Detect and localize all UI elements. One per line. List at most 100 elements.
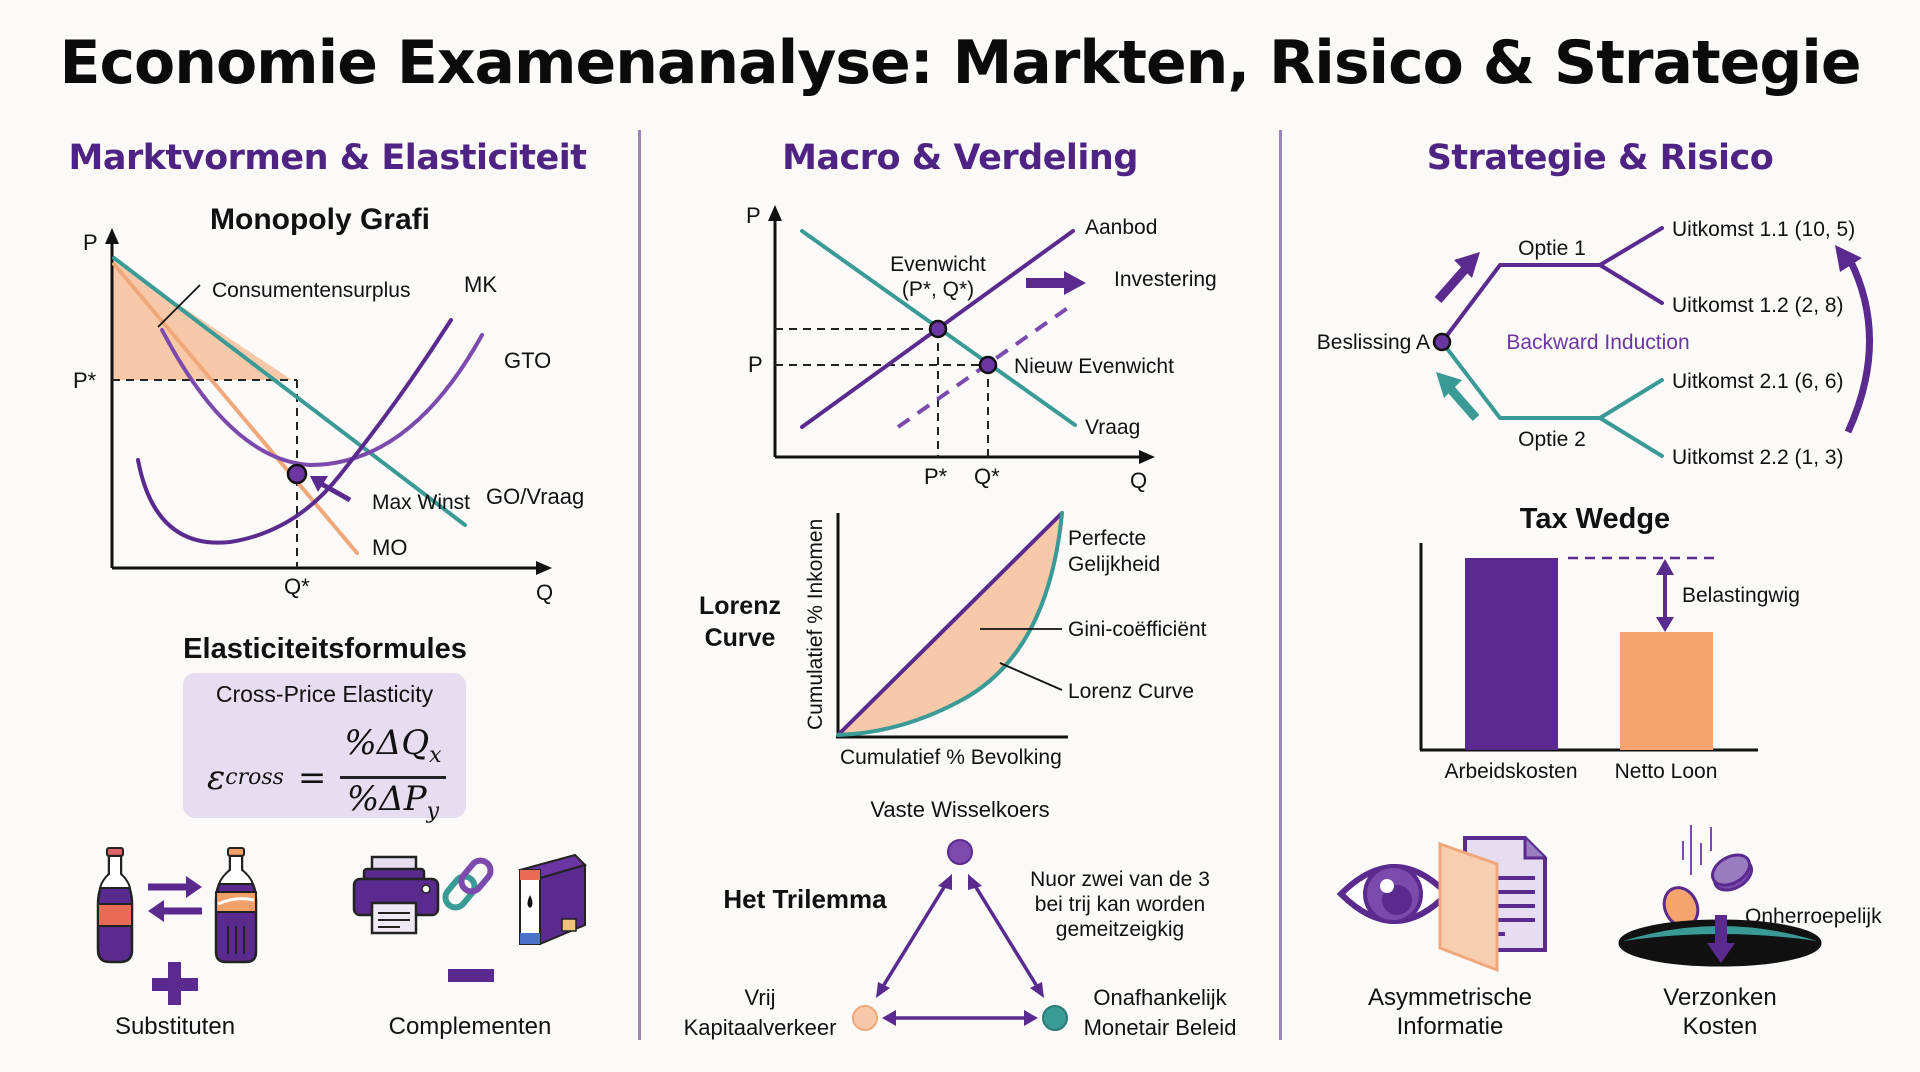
- lorenz-title-line2: Curve: [704, 624, 776, 652]
- trilemma-note-line3: gemeitzeigkig: [1056, 918, 1184, 941]
- consumer-surplus-label: Consumentensurplus: [212, 279, 410, 302]
- sd-p-star: P*: [924, 464, 948, 489]
- monopoly-graph: P P* Q* Q Consumentensurplus MK GTO GO/V…: [73, 228, 584, 605]
- sunk-note-label: Onherroepelijk: [1745, 905, 1882, 928]
- trilemma-right-line1: Onafhankelijk: [1093, 985, 1227, 1010]
- aanbod-label: Aanbod: [1085, 216, 1157, 239]
- asymmetric-info-line1: Asymmetrische: [1367, 984, 1533, 1011]
- trilemma-right-line2: Monetair Beleid: [1084, 1015, 1237, 1040]
- elasticity-title: Elasticiteitsformules: [183, 633, 467, 665]
- investering-label: Investering: [1114, 268, 1217, 291]
- nieuw-evenwicht-label: Nieuw Evenwicht: [1014, 355, 1174, 378]
- page-title: Economie Examenanalyse: Markten, Risico …: [59, 28, 1861, 98]
- option1-label: Optie 1: [1518, 237, 1586, 260]
- sunk-cost-line2: Kosten: [1682, 1013, 1758, 1040]
- evenwicht-coords: (P*, Q*): [902, 278, 974, 301]
- equality-line: [836, 511, 1064, 737]
- sd-p-label: P: [748, 352, 763, 377]
- bar2-label: Netto Loon: [1615, 760, 1718, 783]
- trilemma-title: Het Trilemma: [723, 884, 887, 914]
- backward-induction-label: Backward Induction: [1506, 331, 1689, 354]
- asymmetric-info-label: Asymmetrische Informatie: [1345, 983, 1555, 1041]
- formula-denominator-sub: y: [426, 799, 440, 824]
- column-divider-left: [638, 130, 641, 1040]
- game-tree: Beslissing A Optie 1 Optie 2 Backward In…: [1317, 218, 1873, 469]
- trilemma-left-line1: Vrij: [745, 985, 776, 1010]
- mk-label: MK: [464, 272, 497, 297]
- trilemma-note-line2: bei trij kan worden: [1035, 893, 1205, 916]
- formula-box: Cross-Price Elasticity ε cross = %ΔQx %ΔP…: [183, 673, 466, 824]
- vraag-label: Vraag: [1085, 416, 1140, 439]
- substitutes-icon: [96, 847, 258, 1005]
- complements-label: Complementen: [388, 1013, 552, 1040]
- formula-denominator: %ΔP: [346, 779, 427, 819]
- tax-wedge-chart: Belastingwig Arbeidskosten Netto Loon: [1419, 543, 1800, 783]
- supply-demand-graph: P P P* Q* Q Aanbod Investering Evenwicht…: [746, 203, 1217, 493]
- tax-wedge-title: Tax Wedge: [1519, 503, 1671, 535]
- max-winst-label: Max Winst: [372, 491, 470, 514]
- complements-icon: [352, 853, 587, 982]
- equality-label-line1: Perfecte: [1068, 527, 1146, 550]
- section-heading-markets: Marktvormen & Elasticiteit: [68, 138, 587, 178]
- formula-equals: =: [297, 757, 327, 798]
- monopoly-p-star: P*: [73, 368, 97, 393]
- node-monetary-policy: [1042, 1005, 1068, 1031]
- formula-lhs: ε: [207, 757, 226, 798]
- option2-label: Optie 2: [1518, 428, 1586, 451]
- cross-price-formula: ε cross = %ΔQx %ΔPy: [207, 723, 446, 832]
- gini-label: Gini-coëfficiënt: [1068, 618, 1207, 641]
- sd-q-star: Q*: [974, 464, 1000, 489]
- formula-fraction: %ΔQx %ΔPy: [340, 723, 446, 832]
- bar-arbeidskosten: [1465, 558, 1558, 750]
- asymmetric-info-line2: Informatie: [1396, 1013, 1504, 1040]
- equality-label-line2: Gelijkheid: [1068, 553, 1160, 576]
- monopoly-axis-p: P: [83, 230, 98, 255]
- formula-lhs-sub: cross: [225, 765, 284, 790]
- go-vraag-label: GO/Vraag: [486, 484, 584, 509]
- outcome-2-2: Uitkomst 2.2 (1, 3): [1672, 446, 1844, 469]
- sunk-cost-label: Verzonken Kosten: [1625, 983, 1815, 1041]
- lorenz-title: Lorenz Curve: [690, 590, 790, 654]
- new-equilibrium-point: [978, 355, 998, 375]
- lorenz-axis-x: Cumulatief % Bevolking: [840, 746, 1062, 769]
- formula-numerator: %ΔQ: [344, 723, 430, 763]
- section-heading-strategy: Strategie & Risico: [1426, 138, 1774, 178]
- node-capital-mobility: [852, 1005, 878, 1031]
- wedge-label: Belastingwig: [1682, 584, 1800, 607]
- outcome-1-1: Uitkomst 1.1 (10, 5): [1672, 218, 1855, 241]
- lorenz-curve-line: [836, 511, 1064, 737]
- max-profit-point: [286, 463, 308, 485]
- formula-numerator-sub: x: [429, 743, 442, 768]
- asymmetric-info-icon: [1336, 836, 1547, 973]
- trilemma-note-line1: Nuor zwei van de 3: [1030, 868, 1210, 891]
- monopoly-axis-q: Q: [536, 580, 553, 605]
- sd-axis-q: Q: [1130, 468, 1147, 493]
- sunk-cost-icon: Onherroepelijk: [1618, 825, 1882, 967]
- trilemma-top-label: Vaste Wisselkoers: [870, 797, 1049, 822]
- section-heading-macro: Macro & Verdeling: [782, 138, 1138, 178]
- bar1-label: Arbeidskosten: [1444, 760, 1577, 783]
- evenwicht-label: Evenwicht: [890, 253, 986, 276]
- trilemma-left-line2: Kapitaalverkeer: [684, 1015, 837, 1040]
- formula-caption: Cross-Price Elasticity: [215, 681, 434, 707]
- trilemma-diagram: Vaste Wisselkoers Het Trilemma Nuor zwei…: [684, 797, 1237, 1040]
- decision-node: [1432, 332, 1452, 352]
- sunk-cost-line1: Verzonken: [1663, 984, 1777, 1011]
- lorenz-title-line1: Lorenz: [699, 592, 781, 620]
- substitutes-label: Substituten: [114, 1013, 236, 1040]
- gto-label: GTO: [504, 348, 551, 373]
- root-label: Beslissing A: [1317, 331, 1430, 354]
- lorenz-curve-label: Lorenz Curve: [1068, 680, 1194, 703]
- mo-label: MO: [372, 535, 407, 560]
- monopoly-graph-title: Monopoly Grafi: [210, 203, 430, 236]
- bar-netto-loon: [1620, 632, 1713, 750]
- outcome-1-2: Uitkomst 1.2 (2, 8): [1672, 294, 1844, 317]
- lorenz-axis-y: Cumulatief % Inkomen: [804, 519, 827, 730]
- column-divider-right: [1279, 130, 1282, 1040]
- equilibrium-point: [928, 319, 948, 339]
- outcome-2-1: Uitkomst 2.1 (6, 6): [1672, 370, 1844, 393]
- monopoly-q-star: Q*: [284, 574, 310, 599]
- lorenz-graph: Cumulatief % Inkomen Cumulatief % Bevolk…: [804, 511, 1207, 769]
- sd-axis-p: P: [746, 203, 761, 228]
- node-fixed-exchange: [947, 839, 973, 865]
